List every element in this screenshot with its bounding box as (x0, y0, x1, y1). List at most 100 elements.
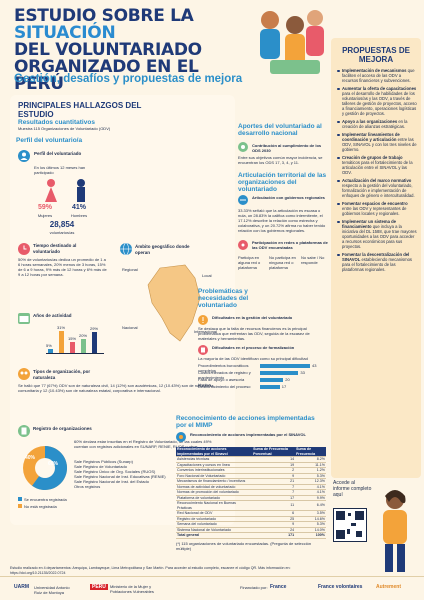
participacion-a: Participa en alguna red o plataforma (238, 255, 261, 270)
mujeres-label: Mujeres (37, 213, 53, 218)
tipos-label: Tipos de organización, por naturaleza (33, 369, 91, 380)
problematicas-text1: Se destaca que la falta de recursos fina… (198, 326, 310, 341)
formalizacion-row: Falta de apoyo o asesoría técnica 20 (198, 377, 326, 387)
perfil-last12: En los últimos 12 meses han participado (34, 165, 86, 175)
formalizacion-row-label: Procedimientos burocráticos complejos (198, 363, 249, 373)
page-subtitle: Gestión, desafíos y propuestas de mejora (14, 73, 243, 85)
table-row: Sistema Nacional de Voluntariado 24 14.0% (176, 527, 326, 533)
registro-pie-chart (23, 445, 68, 490)
ambito-internacional: Internacional (194, 329, 217, 334)
propuesta-item: Fomentar la descentralización del SINAVO… (337, 252, 417, 272)
network-icon (238, 240, 248, 250)
france-logo: France (270, 584, 287, 590)
tiempo-label: Tiempo destinado al voluntariado (33, 243, 77, 254)
perfil-heading: Perfil del voluntario/a (16, 137, 83, 144)
registro-intro: 60% declara estar inscritas en el Regist… (74, 439, 212, 449)
formalizacion-value: 17 (281, 384, 287, 389)
actividad-bar (70, 342, 75, 353)
page-title: ESTUDIO SOBRE LA SITUACIÓN DEL VOLUNTARI… (14, 8, 244, 93)
formalizacion-bar (260, 364, 310, 368)
aportes-line: Contribución al cumplimiento de los ODS … (252, 143, 322, 153)
globe-icon (120, 243, 132, 255)
formalizacion-row-label: Falta de apoyo o asesoría técnica (198, 377, 245, 387)
legend-b: No está registrada (18, 504, 78, 509)
reconocimiento-heading: Reconocimiento de acciones implementadas… (176, 415, 315, 429)
formalizacion-row-label: Desconocimiento del proceso (198, 384, 251, 389)
registro-label: Registro de organizaciones (33, 426, 92, 431)
ministerio-label: Ministerio de la Mujer y Poblaciones Vul… (110, 584, 154, 594)
formalizacion-bar (260, 371, 299, 375)
qr-block: Accede al informe completo aquí (331, 480, 421, 580)
financiado-label: Financiado por: (240, 585, 268, 590)
formalizacion-value: 43 (312, 363, 317, 368)
table-row: Convenios interinstitucionales 2 1.2% (176, 467, 326, 474)
qr-code-icon[interactable] (333, 508, 367, 542)
qr-caption: Accede al informe completo aquí (333, 480, 372, 498)
title-line-3: ORGANIZADO EN EL PERÚ (14, 57, 199, 94)
propuestas-panel: PROPUESTAS DE MEJORA Implementación de m… (331, 38, 421, 478)
title-line-2: DEL VOLUNTARIADO (14, 40, 202, 60)
hallazgos-subtitle: Resultados cuantitativos (18, 119, 95, 126)
volunteer-illustration (383, 490, 407, 572)
participacion-line: Participación en redes o plataformas de … (252, 240, 328, 250)
actividad-bar-chart: 5% 31% 15% 20% 29% (46, 325, 104, 354)
sample-note: Muestra 115 Organizaciones de Voluntaria… (18, 126, 111, 131)
source-note: Estudio realizado en 4 departamentos: Ar… (10, 566, 291, 575)
ambito-label: Ámbito geográfico donde operan (135, 244, 190, 255)
peru-logo: PERÚ (90, 584, 108, 590)
registro-list: Sale Registros Públicos (Sunarp) Sale Reg… (74, 459, 224, 489)
actividad-bar (92, 332, 97, 353)
ambito-regional: Regional (122, 267, 138, 272)
aportes-text: Entre sus objetivos común mayor incidenc… (238, 155, 323, 165)
hallazgos-title: PRINCIPALES HALLAZGOS DEL ESTUDIO (18, 101, 142, 119)
propuesta-item: Creación de grupos de trabajo temáticos … (337, 155, 417, 175)
table-row: Asistencias técnicas 14 8.2% (176, 456, 326, 463)
propuestas-title: PROPUESTAS DE MEJORA (342, 46, 410, 64)
registro-row: Sale Registro Único de Org. Sociales (RU… (74, 469, 156, 474)
reconocimiento-note: (*) 115 organizaciones de voluntariado e… (176, 540, 312, 551)
actividad-bar (48, 349, 53, 353)
problematicas-text2: La mayoría de las ODV identifican como s… (198, 356, 308, 361)
table-col-2: Suma de Frecuencia Porcentual (252, 447, 296, 457)
header: ESTUDIO SOBRE LA SITUACIÓN DEL VOLUNTARI… (0, 0, 330, 93)
formalizacion-bar (260, 378, 284, 382)
participacion-b: No participa en ninguna red o plataforma (269, 255, 296, 270)
tipos-text: Se halló que 77 (67%) ODV son de natural… (18, 383, 214, 393)
table-row: Reconocimiento Nacional en Buenas Prácti… (176, 500, 326, 511)
articulacion-heading: Articulación territorial de las organiza… (238, 172, 327, 193)
actividad-bar-label: 29% (90, 326, 99, 332)
formalizacion-value: 33 (300, 370, 305, 375)
propuesta-item: Implementar lineamientos de coordinación… (337, 132, 417, 152)
table-col-1: Reconocimiento de acciones implementadas… (176, 447, 253, 457)
propuesta-item: Actualización del marco normativo respec… (337, 178, 417, 198)
formalizacion-bar-chart: Procedimientos burocráticos complejos 43 C… (198, 363, 326, 391)
pie-b: 40% (25, 455, 36, 461)
france-volontaires-logo: France volontaires (318, 584, 363, 590)
autrement-logo: Autrement (376, 584, 402, 590)
calendar-icon (18, 313, 30, 324)
people-icon (18, 368, 30, 380)
table-row: Plataforma de voluntariado 17 9.9% (176, 495, 326, 501)
aportes-heading: Aportes del voluntariado al desarrollo n… (238, 123, 322, 137)
target-icon (238, 142, 248, 152)
pie-a: 60% (48, 461, 59, 467)
reconocimiento-table: Reconocimiento de acciones implementadas… (176, 447, 326, 539)
propuesta-item: Implementar un sistema de financiamiento… (337, 219, 417, 249)
actividad-bar-label: 5% (46, 343, 52, 349)
title-line-1a: ESTUDIO SOBRE LA (14, 6, 194, 26)
articulacion-text: 33.33% señaló que la articulación es esc… (238, 208, 326, 233)
formalizacion-row: Procedimientos burocráticos complejos 43 (198, 363, 326, 373)
registro-row: Sale Registro de Voluntariado (74, 464, 127, 469)
doc-warning-icon (198, 345, 208, 355)
ambito-nacional: Nacional (122, 325, 138, 330)
table-row: Semana del voluntariado 9 5.3% (176, 521, 326, 528)
problematicas-heading: Problemáticas y necesidades del voluntar… (198, 288, 249, 309)
formalizacion-row-label: Costos elevados de registro y mantenimie… (198, 370, 251, 380)
reconocimiento-line: Reconocimiento de acciones implementadas… (190, 432, 306, 437)
hombres-pct: 41% (71, 204, 86, 211)
tiempo-text: 50% de voluntarios/as dedica un promedio… (18, 257, 107, 277)
formalizacion-value: 20 (285, 377, 290, 382)
warning-icon (198, 315, 208, 325)
formalizacion-row: Desconocimiento del proceso 17 (198, 384, 326, 390)
person-icon (18, 150, 30, 162)
